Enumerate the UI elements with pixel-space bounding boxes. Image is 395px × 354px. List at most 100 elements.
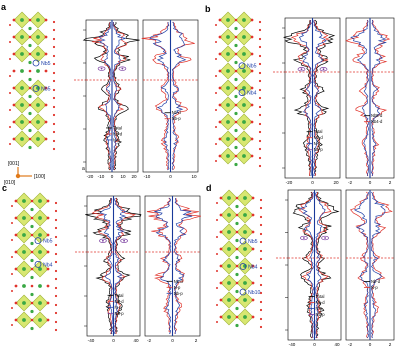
nb-atom (227, 247, 231, 251)
energy-axis (273, 27, 285, 169)
n-atom (250, 18, 254, 22)
n-atom (215, 58, 217, 60)
n-atom (54, 243, 58, 247)
n-atom (216, 321, 218, 323)
nb-atom (234, 60, 238, 65)
n-atom (28, 137, 32, 141)
n-atom (12, 86, 16, 90)
n-atom (258, 54, 262, 58)
nb-atom (242, 154, 246, 158)
axis-label-010: [010] (4, 180, 16, 186)
nb-atom (30, 224, 34, 229)
n-atom (9, 58, 11, 60)
n-atom (54, 252, 58, 256)
n-atom (52, 54, 56, 58)
n-atom (258, 28, 262, 32)
dos-curve (313, 19, 327, 177)
n-atom (44, 18, 48, 22)
n-atom (30, 233, 34, 237)
n-atom (258, 122, 262, 126)
dos-curve (91, 197, 113, 335)
dos-curve (315, 191, 326, 339)
n-atom (258, 156, 262, 160)
legend-entry: N-p (115, 305, 122, 310)
n-atom (219, 196, 223, 200)
n-atom (216, 202, 218, 204)
legend-entry: Nb-d (371, 279, 381, 284)
nb-atom (227, 315, 231, 319)
n-atom (259, 317, 263, 321)
nb-atom (30, 326, 34, 331)
dos-curve (91, 21, 112, 171)
dos-curve (371, 19, 391, 177)
n-atom (235, 196, 239, 200)
n-atom (52, 71, 56, 75)
n-atom (14, 233, 18, 237)
n-atom (215, 24, 217, 26)
n-atom (218, 86, 222, 90)
orbital-center (300, 68, 303, 71)
n-atom (218, 52, 222, 56)
n-atom (259, 206, 263, 210)
dos-curve (98, 21, 112, 171)
n-atom (9, 126, 11, 128)
nb-atom (38, 301, 42, 305)
panel-label-a: a (1, 2, 7, 12)
tick-label: -2 (348, 180, 353, 185)
n-atom (9, 143, 11, 145)
n-atom (258, 45, 262, 49)
legend-entry: Total (113, 125, 122, 130)
n-atom (54, 320, 58, 324)
legend-entry: Nb-d (113, 131, 123, 136)
n-atom (46, 284, 50, 288)
nb-atom (227, 298, 231, 302)
nb-atom (22, 267, 26, 271)
tick-label: 0 (169, 174, 172, 179)
nb-atom (22, 318, 26, 322)
atom-label-Nb4: Nb4 (247, 91, 257, 97)
n-atom (218, 103, 222, 107)
nb-atom (30, 309, 34, 314)
n-atom (54, 303, 58, 307)
n-atom (9, 109, 11, 111)
dos-curve (99, 197, 113, 335)
nb-atom (36, 18, 40, 22)
n-atom (215, 41, 217, 43)
nb-atom (243, 281, 247, 285)
tick-label: -2 (348, 342, 353, 347)
n-atom (218, 18, 222, 22)
legend-entry: Nb-d (172, 110, 182, 115)
tick-label: -2 (147, 338, 152, 343)
n-atom (259, 198, 263, 202)
n-atom (215, 126, 217, 128)
dos-curve (154, 197, 172, 335)
legend-entry: Nb-p (316, 312, 326, 317)
n-atom (28, 35, 32, 39)
n-atom (54, 277, 58, 281)
n-atom (12, 35, 16, 39)
n-atom (54, 218, 58, 222)
n-atom (219, 230, 223, 234)
n-atom (215, 109, 217, 111)
nb-atom (38, 284, 42, 288)
atom-label-Nb5: Nb5 (41, 87, 51, 93)
nb-atom (36, 120, 40, 124)
atom-highlight-ring (34, 260, 42, 268)
tick-label: 0 (313, 342, 316, 347)
nb-atom (235, 221, 239, 226)
nb-atom (226, 52, 230, 56)
n-atom (258, 105, 262, 109)
nb-atom (235, 306, 239, 311)
n-atom (52, 130, 56, 134)
n-atom (259, 325, 263, 329)
n-atom (28, 120, 32, 124)
axis-label-001: [001] (8, 161, 20, 167)
tick-label: -20 (286, 180, 293, 185)
nb-atom (235, 272, 239, 277)
nb-atom (234, 77, 238, 82)
n-atom (258, 164, 262, 168)
tick-label: 10 (191, 174, 197, 179)
orbital-lobe (99, 238, 107, 243)
